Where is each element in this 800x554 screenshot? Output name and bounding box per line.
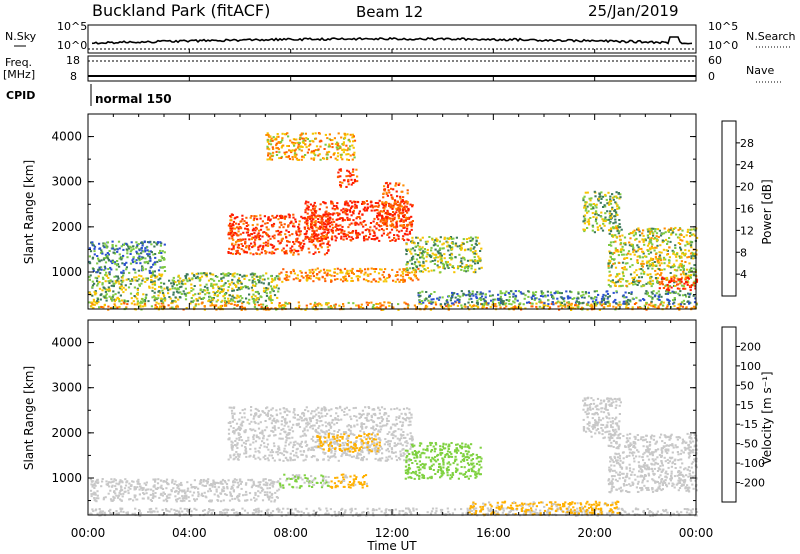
power-colorbar-tick: 24 [740,159,754,172]
cpid-label: CPID [6,89,35,102]
velocity-region-3 [316,432,381,453]
velocity-region-9 [607,432,699,494]
power-y-tick-label: 3000 [51,175,82,189]
velocity-data [89,396,699,517]
time-tick-label: 00:00 [679,526,714,540]
noise-line [91,36,693,45]
beam-title: Beam 12 [356,3,423,21]
velocity-region-6 [404,441,483,480]
velocity-panel: 1000 2000 3000 4000 00:00 04:00 08:00 12:00 16:… [22,319,714,553]
power-region-4 [303,199,414,242]
time-tick-label: 20:00 [577,526,612,540]
power-colorbar-tick: 16 [740,203,754,216]
power-region-3 [227,213,331,256]
time-tick-label: 16:00 [476,526,511,540]
power-colorbar-tick: 4 [740,268,747,281]
velocity-colorbar-label: Velocity [m s⁻¹] [760,371,774,464]
velocity-colorbar-tick: -100 [740,457,765,470]
station-title: Buckland Park (fitACF) [92,1,270,20]
date-title: 25/Jan/2019 [588,2,679,20]
velocity-colorbar-tick: -15 [740,418,758,431]
noise-left-tick-top: 10^5 [57,20,87,33]
freq-label: Freq. [5,56,32,69]
power-y-axis-label: Slant Range [km] [22,160,36,264]
nave-tick-bottom: 0 [708,70,715,83]
velocity-y-ticks: 1000 2000 3000 4000 [51,320,697,515]
time-tick-label: 12:00 [375,526,410,540]
power-region-9 [404,236,483,274]
power-y-ticks: 1000 2000 3000 4000 [51,114,697,309]
power-colorbar-label: Power [dB] [760,179,774,244]
noise-right-tick-top: 10^5 [708,20,738,33]
power-region-13 [658,276,699,292]
velocity-y-tick-label: 1000 [51,471,82,485]
power-region-6 [278,267,420,283]
velocity-colorbar-tick: 100 [740,360,761,373]
frequency-panel: Freq. [MHz] 18 8 60 0 Nave [3,54,782,83]
power-y-tick-label: 2000 [51,220,82,234]
velocity-colorbar-tick: 15 [740,399,754,412]
power-region-8 [265,132,357,161]
power-colorbar: 4 8 12 16 20 24 28 Power [dB] [721,120,774,297]
power-time-ticks [87,114,697,309]
velocity-region-0 [89,507,699,517]
time-tick-label: 04:00 [172,526,207,540]
velocity-colorbar-tick: 200 [740,340,761,353]
velocity-region-1 [89,478,281,503]
noise-right-label: N.Search [746,30,796,43]
cpid-mode: normal 150 [95,92,172,106]
freq-unit-label: [MHz] [3,68,35,81]
freq-tick-bottom: 8 [70,70,77,83]
power-region-5 [379,181,410,229]
velocity-y-tick-label: 3000 [51,381,82,395]
time-tick-label: 08:00 [273,526,308,540]
x-axis-label: Time UT [366,539,417,553]
velocity-region-4 [329,473,369,489]
velocity-colorbar-tick: -200 [740,477,765,490]
velocity-y-tick-label: 4000 [51,336,82,350]
velocity-y-axis-label: Slant Range [km] [22,366,36,470]
power-data [88,132,699,311]
velocity-colorbar-tick: 50 [740,379,754,392]
time-tick-label: 00:00 [71,526,106,540]
cpid-row: CPID normal 150 [6,84,172,106]
power-colorbar-tick: 28 [740,137,754,150]
noise-panel: N.Sky 10^5 10^0 10^5 10^0 N.Search [5,20,796,54]
velocity-colorbar: -200 -100 -50 -15 15 50 100 200 Velocity [m s⁻¹… [721,326,774,503]
power-region-12 [607,226,699,288]
power-y-tick-label: 1000 [51,265,82,279]
power-colorbar-tick: 8 [740,246,747,259]
power-region-1 [88,272,280,304]
power-colorbar-tick: 20 [740,181,754,194]
velocity-region-8 [582,396,622,440]
noise-right-tick-bottom: 10^0 [708,39,738,52]
power-colorbar-tick: 12 [740,224,754,237]
power-region-11 [582,190,622,234]
noise-left-label: N.Sky [5,30,37,43]
velocity-colorbar-tick: -50 [740,438,758,451]
nave-tick-top: 60 [708,54,722,67]
velocity-region-2 [227,405,414,462]
velocity-x-ticks: 00:00 04:00 08:00 12:00 16:00 20:00 00:00 [71,526,714,540]
noise-left-tick-bottom: 10^0 [57,39,87,52]
power-region-10 [417,290,698,306]
velocity-y-tick-label: 2000 [51,426,82,440]
power-region-2 [88,240,167,274]
power-y-tick-label: 4000 [51,130,82,144]
power-panel: 1000 2000 3000 4000 Slant Range [km] [22,113,699,311]
velocity-time-ticks [87,320,697,515]
nave-label: Nave [746,64,774,77]
freq-tick-top: 18 [66,54,80,67]
velocity-region-5 [278,473,330,489]
power-region-7 [336,168,359,188]
